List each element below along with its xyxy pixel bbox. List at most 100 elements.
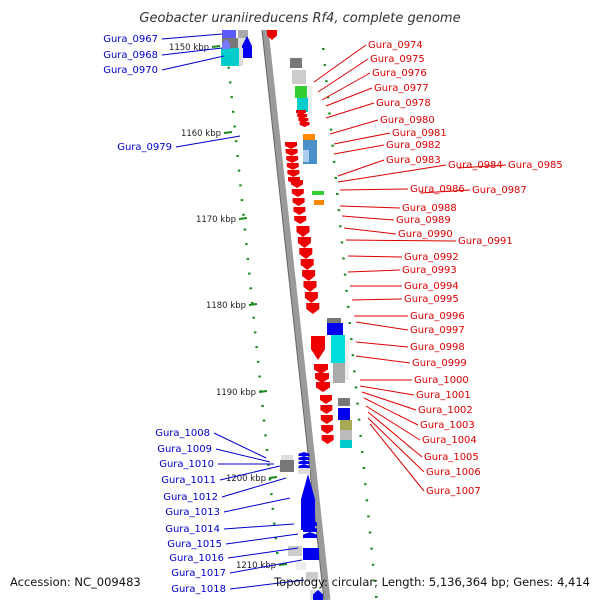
gc-dot: [365, 499, 369, 502]
gene-block: [296, 562, 306, 570]
leader-line: [355, 321, 409, 331]
leader-line: [355, 355, 411, 364]
leader-line: [369, 423, 425, 492]
gene-label[interactable]: Gura_1013: [165, 507, 220, 518]
gene-arrow-reverse: [320, 395, 332, 404]
gene-label[interactable]: Gura_0968: [103, 50, 158, 61]
gene-label[interactable]: Gura_1016: [169, 553, 224, 564]
gene-label[interactable]: Gura_0974: [368, 40, 423, 51]
gene-label[interactable]: Gura_0995: [404, 294, 459, 305]
gene-label[interactable]: Gura_0976: [372, 68, 427, 79]
gene-label[interactable]: Gura_0992: [404, 252, 459, 263]
gc-dot: [343, 273, 347, 276]
leader-line: [213, 432, 267, 459]
gene-label[interactable]: Gura_1002: [418, 405, 473, 416]
leader-line: [365, 405, 421, 441]
gene-block: [280, 460, 294, 472]
gc-dot: [342, 257, 345, 260]
gene-label[interactable]: Gura_0996: [410, 311, 465, 322]
gc-dot: [276, 552, 279, 554]
leader-line: [223, 497, 291, 513]
leader-line: [355, 341, 409, 348]
gene-label[interactable]: Gura_1009: [157, 444, 212, 455]
gene-label[interactable]: Gura_0970: [103, 65, 158, 76]
gene-label[interactable]: Gura_0990: [398, 229, 453, 240]
gene-label[interactable]: Gura_1001: [416, 390, 471, 401]
leader-line: [325, 102, 375, 119]
gene-label[interactable]: Gura_0984: [448, 160, 503, 171]
gene-label[interactable]: Gura_1000: [414, 375, 469, 386]
gene-label[interactable]: Gura_1008: [155, 428, 210, 439]
gene-arrow-forward: [303, 532, 317, 538]
gene-label[interactable]: Gura_0986: [410, 184, 465, 195]
leader-line: [337, 164, 447, 183]
gene-label[interactable]: Gura_1007: [426, 486, 481, 497]
gene-arrow-reverse: [300, 259, 314, 270]
gene-arrow-reverse: [299, 122, 310, 127]
gene-label[interactable]: Gura_1015: [167, 539, 222, 550]
gene-arrow-reverse: [316, 382, 330, 392]
leader-line: [419, 189, 471, 194]
gene-label[interactable]: Gura_1004: [422, 435, 477, 446]
gc-dot: [370, 547, 373, 550]
gc-dot: [356, 402, 359, 405]
gene-label[interactable]: Gura_1012: [163, 492, 218, 503]
leader-line: [345, 239, 457, 242]
gene-label[interactable]: Gura_1017: [171, 568, 226, 579]
kbp-tick-mark: [268, 476, 278, 479]
gene-arrow-reverse: [297, 114, 308, 119]
gene-label[interactable]: Gura_0991: [458, 236, 513, 247]
gene-label[interactable]: Gura_0980: [380, 115, 435, 126]
gene-label[interactable]: Gura_0981: [392, 128, 447, 139]
gene-label[interactable]: Gura_1005: [424, 452, 479, 463]
gc-dot: [373, 579, 376, 582]
gene-label[interactable]: Gura_0978: [376, 98, 431, 109]
gene-label[interactable]: Gura_0983: [386, 155, 441, 166]
kbp-tick-mark: [258, 390, 268, 393]
gene-label[interactable]: Gura_1006: [426, 467, 481, 478]
gc-dot: [331, 144, 334, 147]
gc-dot: [264, 434, 267, 437]
gene-arrow-forward: [222, 39, 230, 49]
map-title: Geobacter uraniireducens Rf4, complete g…: [139, 11, 460, 26]
gc-dot: [256, 360, 260, 363]
gc-dot: [233, 125, 236, 128]
gene-arrow-reverse: [299, 248, 313, 259]
gene-label[interactable]: Gura_0999: [412, 358, 467, 369]
gc-dot: [252, 316, 255, 319]
gene-arrow-reverse: [320, 415, 333, 424]
gc-dot: [249, 287, 253, 290]
gene-label[interactable]: Gura_0979: [117, 142, 172, 153]
gene-label[interactable]: Gura_0989: [396, 215, 451, 226]
gene-label[interactable]: Gura_1011: [161, 475, 216, 486]
gene-label[interactable]: Gura_0977: [374, 83, 429, 94]
gene-label[interactable]: Gura_1003: [420, 420, 475, 431]
gc-dot: [236, 154, 239, 157]
gc-dot: [245, 243, 248, 246]
leader-line: [341, 215, 395, 221]
gc-dot: [325, 80, 328, 83]
gene-label[interactable]: Gura_0997: [410, 325, 465, 336]
gene-arrow-reverse: [267, 30, 277, 40]
gene-label[interactable]: Gura_0994: [404, 281, 459, 292]
gene-block: [239, 48, 243, 66]
gene-arrow-reverse: [303, 281, 317, 292]
gene-label[interactable]: Gura_0982: [386, 140, 441, 151]
gene-label[interactable]: Gura_1014: [165, 524, 220, 535]
gene-label[interactable]: Gura_0985: [508, 160, 563, 171]
gene-arrow-forward: [313, 590, 323, 600]
gene-label[interactable]: Gura_1018: [171, 584, 226, 595]
gene-arrow-reverse: [296, 110, 306, 115]
gene-block: [221, 48, 239, 66]
gene-label[interactable]: Gura_0967: [103, 34, 158, 45]
gene-block: [327, 318, 341, 323]
gene-label[interactable]: Gura_0988: [402, 203, 457, 214]
gc-dot: [357, 418, 361, 421]
gene-label[interactable]: Gura_1010: [159, 459, 214, 470]
gene-label[interactable]: Gura_0987: [472, 185, 527, 196]
gene-label[interactable]: Gura_0993: [402, 265, 457, 276]
gene-label[interactable]: Gura_0975: [370, 54, 425, 65]
leader-line: [347, 269, 401, 273]
gene-arrow-reverse: [315, 373, 329, 383]
gene-label[interactable]: Gura_0998: [410, 342, 465, 353]
